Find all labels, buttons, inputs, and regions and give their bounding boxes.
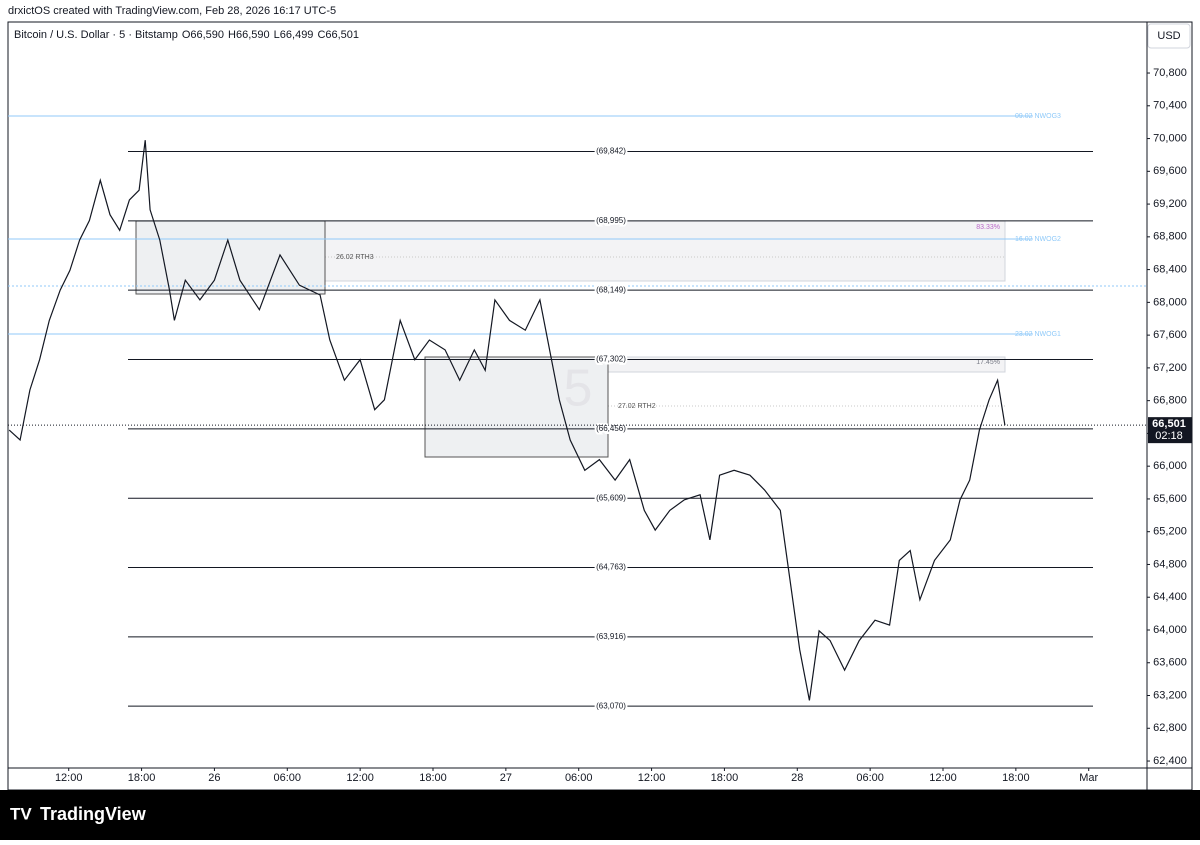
band (324, 220, 1006, 282)
x-tick-label: 06:00 (274, 772, 302, 784)
level-label: (63,916) (596, 632, 626, 641)
level-label: (65,609) (596, 493, 626, 502)
level-label: (69,842) (596, 147, 626, 156)
level-label: (63,070) (596, 701, 626, 710)
y-tick-label: 64,800 (1153, 558, 1187, 570)
y-tick-label: 67,200 (1153, 362, 1187, 374)
symbol: Bitcoin / U.S. Dollar · 5 · Bitstamp (14, 29, 178, 41)
x-tick-label: 12:00 (55, 772, 83, 784)
brand: TradingView (40, 804, 147, 824)
ohlc-value: 66,501 (325, 29, 359, 41)
y-tick-label: 69,200 (1153, 198, 1187, 210)
price-tag (1148, 417, 1192, 444)
session-box (135, 220, 326, 295)
level-label: (64,763) (596, 563, 626, 572)
x-tick-label: 28 (791, 772, 803, 784)
ohlc-key: O (182, 29, 191, 41)
y-tick-label: 63,200 (1153, 689, 1187, 701)
x-tick-label: Mar (1079, 772, 1098, 784)
y-tick-label: 70,000 (1153, 132, 1187, 144)
y-tick-label: 66,800 (1153, 395, 1187, 407)
x-tick-label: 18:00 (419, 772, 447, 784)
y-tick-label: 62,800 (1153, 722, 1187, 734)
ohlc-key: L (274, 29, 280, 41)
zone-label: 16.02 NWOG2 (1015, 236, 1061, 243)
x-tick-label: 27 (500, 772, 512, 784)
y-tick-label: 67,600 (1153, 329, 1187, 341)
y-tick-label: 63,600 (1153, 657, 1187, 669)
level-label: (68,149) (596, 285, 626, 294)
attribution: drxictOS created with TradingView.com, F… (8, 5, 336, 17)
zone-label: 09.02 NWOG3 (1015, 113, 1061, 120)
x-tick-label: 18:00 (1002, 772, 1030, 784)
currency-button[interactable] (1147, 23, 1191, 49)
ohlc-key: H (228, 29, 236, 41)
y-tick-label: 66,000 (1153, 460, 1187, 472)
y-tick-label: 65,600 (1153, 493, 1187, 505)
x-tick-label: 12:00 (929, 772, 957, 784)
y-tick-label: 65,200 (1153, 526, 1187, 538)
x-tick-label: 18:00 (128, 772, 156, 784)
price-tag-countdown: 02:18 (1155, 430, 1183, 442)
watermark: 5 (564, 360, 593, 418)
session-label: 26.02 RTH3 (336, 254, 374, 261)
price-line (8, 140, 1006, 701)
logo: TV (10, 804, 32, 823)
y-tick-label: 64,000 (1153, 624, 1187, 636)
x-tick-label: 26 (208, 772, 220, 784)
ohlc-value: 66,499 (280, 29, 314, 41)
price-tag-value: 66,501 (1152, 418, 1186, 430)
x-tick-label: 06:00 (856, 772, 884, 784)
session-label: 27.02 RTH2 (618, 403, 656, 410)
x-tick-label: 18:00 (711, 772, 739, 784)
x-tick-label: 06:00 (565, 772, 593, 784)
y-tick-label: 68,000 (1153, 296, 1187, 308)
session-box (424, 356, 609, 458)
ohlc-key: C (317, 29, 325, 41)
x-tick-label: 12:00 (346, 772, 374, 784)
zone-label: 23.02 NWOG1 (1015, 331, 1061, 338)
footer (0, 790, 1200, 840)
y-tick-label: 62,400 (1153, 755, 1187, 767)
level-label: (68,995) (596, 216, 626, 225)
y-tick-label: 70,400 (1153, 100, 1187, 112)
legend: Bitcoin / U.S. Dollar · 5 · Bitstamp (14, 29, 178, 41)
x-tick-label: 12:00 (638, 772, 666, 784)
currency[interactable]: USD (1157, 30, 1180, 42)
y-tick-label: 64,400 (1153, 591, 1187, 603)
band-label: 17.45% (976, 359, 1000, 366)
y-tick-label: 68,400 (1153, 264, 1187, 276)
ohlc-value: 66,590 (236, 29, 270, 41)
level-label: (67,302) (596, 355, 626, 364)
y-tick-label: 69,600 (1153, 165, 1187, 177)
band-label: 83.33% (976, 224, 1000, 231)
y-tick-label: 68,800 (1153, 231, 1187, 243)
ohlc-value: 66,590 (190, 29, 224, 41)
y-tick-label: 70,800 (1153, 67, 1187, 79)
